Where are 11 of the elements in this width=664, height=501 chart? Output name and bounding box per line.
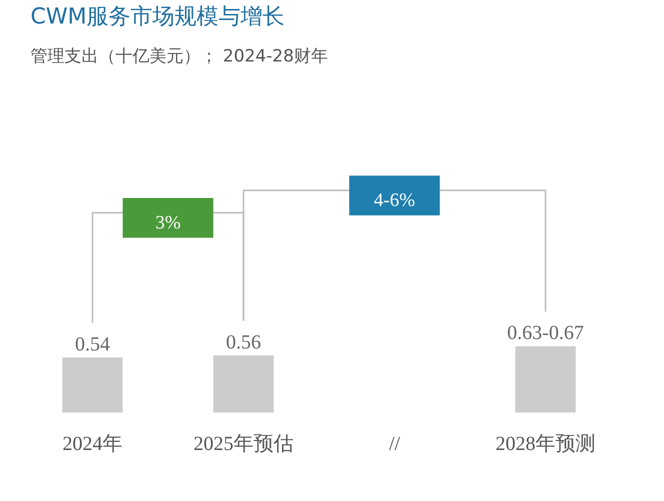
x-tick-label: //: [388, 432, 400, 455]
text: 3%: [155, 212, 181, 234]
x-tick-label: 2028年预测: [496, 432, 596, 455]
data-label: 0.63-0.67: [507, 322, 584, 344]
data-label: 0.54: [75, 333, 110, 356]
chart-title: CWM服务市场规模与增长: [30, 4, 285, 30]
chart-subtitle: 管理支出（十亿美元）； 2024-28财年: [30, 46, 328, 66]
data-label: 0.56: [226, 331, 261, 354]
x-tick-label: 2025年预估: [194, 432, 294, 455]
text: 4-6%: [374, 190, 416, 212]
x-tick-label: 2024年: [62, 432, 122, 455]
